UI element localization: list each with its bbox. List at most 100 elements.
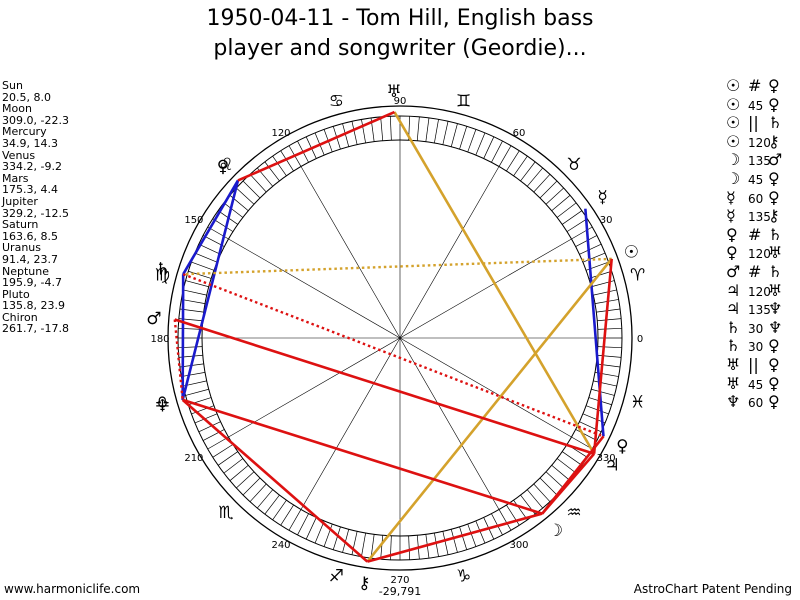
degree-label-270: 270 — [390, 575, 409, 586]
degree-tick — [198, 243, 221, 255]
aspect-planet-2: ♂ — [768, 150, 783, 170]
degree-tick — [272, 499, 287, 521]
aspect-planet-2: ⚷ — [768, 206, 780, 226]
zodiac-sign: ♌ — [218, 155, 233, 175]
bottom-coordinates: -29,791 — [379, 585, 421, 598]
planet-name-mars: Mars — [2, 171, 29, 185]
degree-tick — [593, 380, 617, 387]
aspect-type: 120 — [748, 247, 771, 262]
degree-tick — [207, 226, 229, 240]
aspect-planet-2: ♀ — [768, 168, 780, 188]
zodiac-sign: ♑ — [456, 567, 471, 587]
footer-website[interactable]: www.harmoniclife.com — [4, 582, 141, 596]
spoke-line — [399, 337, 572, 438]
degree-tick — [513, 499, 528, 521]
degree-label: 120 — [271, 128, 290, 139]
degree-tick — [582, 252, 606, 263]
aspect-row: ☽ 45 ♀ — [726, 168, 800, 189]
spoke-line — [399, 337, 500, 510]
degree-tick — [181, 372, 206, 377]
aspect-planet-1: ♃ — [726, 280, 741, 300]
planet-name-neptune: Neptune — [2, 264, 50, 278]
degree-tick — [597, 318, 622, 322]
planet-position-saturn: 163.6, 8.5 — [2, 229, 58, 243]
degree-tick — [556, 458, 577, 474]
degree-tick — [264, 494, 280, 515]
aspect-planet-2: ♆ — [768, 317, 783, 337]
degree-tick — [596, 363, 621, 368]
degree-tick — [467, 523, 477, 547]
degree-tick — [416, 116, 420, 141]
aspect-planet-1: ♄ — [726, 336, 741, 356]
planet-name-uranus: Uranus — [2, 241, 41, 255]
degree-label: 180 — [150, 334, 169, 345]
zodiac-sign: ♏ — [218, 503, 233, 523]
aspect-line — [173, 319, 184, 401]
planet-glyph-neptune: ♆ — [155, 397, 170, 417]
degree-tick — [491, 513, 503, 536]
title-line-1: 1950-04-11 - Tom Hill, English bass — [206, 6, 594, 31]
aspect-type: || — [748, 113, 759, 133]
degree-tick — [280, 504, 294, 526]
degree-tick — [223, 202, 244, 218]
degree-tick — [361, 119, 366, 144]
zodiac-sign: ♍ — [155, 265, 170, 285]
degree-tick — [520, 161, 536, 182]
aspect-row: ☉ 120⚷ — [726, 131, 800, 152]
degree-tick — [236, 471, 255, 489]
degree-tick — [450, 529, 458, 553]
aspect-planet-2: ♆ — [768, 299, 783, 319]
degree-tick — [591, 388, 615, 396]
degree-tick — [332, 526, 341, 550]
aspect-row: ♀ 120♅ — [726, 244, 800, 263]
degree-tick — [194, 252, 218, 263]
degree-tick — [475, 520, 486, 544]
degree-tick — [561, 451, 583, 466]
zodiac-sign: ♋ — [329, 91, 344, 111]
planet-glyphs: ☉ ☽ ☿ ♀ ♂ ♃ ♄ ♅ ♆ ♀ ⚷ — [146, 82, 639, 593]
planet-position-chiron: 261.7, -17.8 — [2, 322, 69, 336]
spoke-line — [300, 166, 401, 339]
degree-tick — [498, 145, 512, 167]
planet-position-pluto: 135.8, 23.9 — [2, 299, 65, 313]
aspect-planet-1: ♆ — [726, 392, 741, 412]
aspect-line — [592, 258, 613, 454]
degree-tick — [380, 535, 384, 560]
aspect-type: # — [748, 261, 762, 281]
degree-tick — [361, 532, 366, 557]
degree-tick — [408, 535, 411, 560]
degree-tick — [597, 327, 622, 330]
degree-tick — [288, 509, 302, 531]
aspect-row: ♆ 60 ♀ — [726, 393, 800, 412]
zodiac-signs: ♈ ♉ ♊ ♋ ♌ ♍ ♎ ♏ ♐ ♑ ♒ ♓ — [155, 91, 645, 586]
aspect-line — [237, 110, 395, 182]
outer-circle — [167, 105, 633, 571]
planet-position-jupiter: 329.2, -12.5 — [2, 206, 69, 220]
degree-tick — [181, 299, 206, 304]
degree-tick — [188, 270, 212, 279]
spoke-line — [228, 238, 401, 339]
planet-glyph-mars: ♂ — [146, 309, 161, 329]
aspect-type: 45 — [748, 377, 764, 392]
aspect-planet-1: ☉ — [726, 113, 741, 133]
degree-tick — [207, 436, 229, 450]
degree-tick — [483, 136, 495, 159]
planet-glyph-chiron: ⚷ — [358, 573, 370, 593]
aspect-planet-1: ☉ — [726, 131, 741, 151]
aspect-type: 60 — [748, 191, 764, 206]
degree-tick — [389, 116, 392, 141]
spoke-line — [228, 337, 401, 438]
aspect-row: ♀ # ♄ — [726, 225, 800, 245]
aspect-row: ♃ 135♆ — [726, 300, 800, 319]
planet-position-venus: 334.2, -9.2 — [2, 160, 62, 174]
aspect-planet-1: ♅ — [726, 354, 741, 374]
planet-name-jupiter: Jupiter — [2, 194, 38, 208]
degree-tick — [450, 123, 458, 147]
aspect-line — [174, 318, 595, 455]
aspect-line — [181, 274, 185, 400]
degree-tick — [314, 520, 325, 544]
degree-tick — [242, 180, 261, 199]
degree-tick — [475, 132, 486, 156]
planet-glyph-sun: ☉ — [624, 242, 639, 262]
